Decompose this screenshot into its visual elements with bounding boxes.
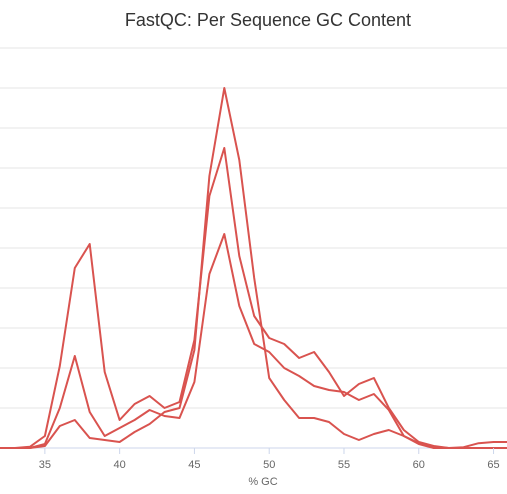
chart-title: FastQC: Per Sequence GC Content bbox=[125, 10, 411, 30]
x-tick-label-35: 35 bbox=[39, 459, 51, 471]
series-line-3[interactable] bbox=[0, 87, 507, 449]
x-axis-ticks: 35 40 45 50 55 60 65 bbox=[39, 448, 500, 471]
x-tick-label-45: 45 bbox=[188, 459, 200, 471]
x-tick-label-40: 40 bbox=[114, 459, 126, 471]
x-tick-label-65: 65 bbox=[487, 459, 499, 471]
x-tick-label-55: 55 bbox=[338, 459, 350, 471]
x-axis-label: % GC bbox=[248, 476, 277, 488]
series-layer bbox=[0, 87, 507, 449]
x-tick-label-50: 50 bbox=[263, 459, 275, 471]
x-tick-label-60: 60 bbox=[413, 459, 425, 471]
grid-lines bbox=[0, 47, 507, 449]
series-line-1[interactable] bbox=[0, 147, 507, 449]
